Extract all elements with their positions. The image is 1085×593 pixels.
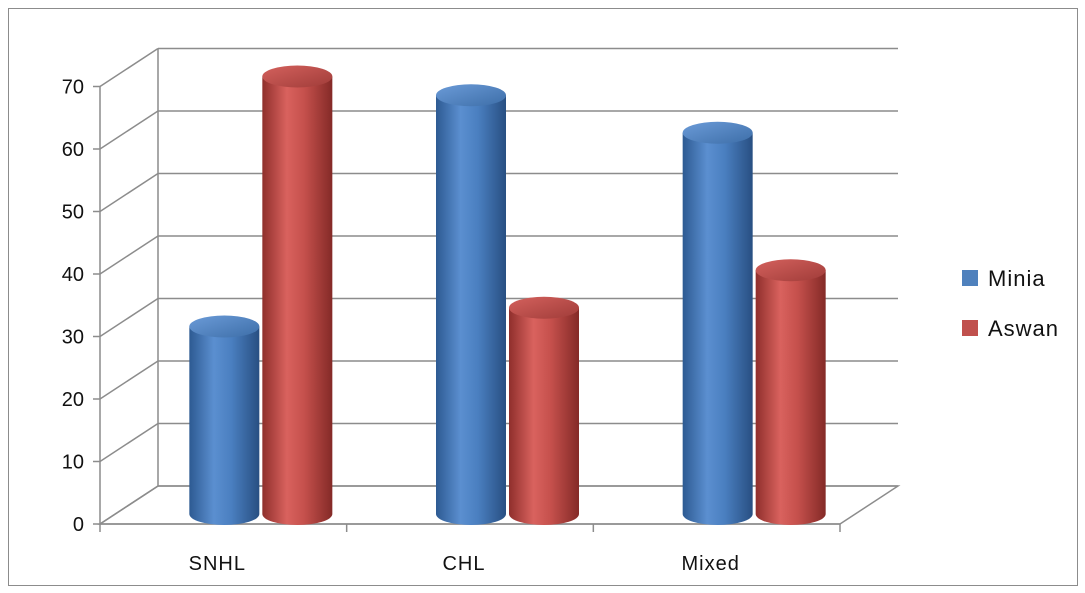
bar-aswan-mixed — [755, 259, 826, 526]
bar-body — [509, 307, 579, 525]
bar-body — [189, 326, 260, 526]
bar-cap — [755, 259, 826, 282]
bar-aswan-chl — [509, 296, 579, 525]
y-tick-label: 50 — [62, 202, 84, 224]
bar-cap — [509, 296, 579, 319]
legend-swatch-minia — [962, 270, 978, 286]
y-tick-label: 20 — [62, 389, 84, 411]
gridline-diagonal — [99, 485, 159, 525]
legend-swatch-aswan — [962, 320, 978, 336]
bar-body — [682, 132, 753, 526]
y-tick-label: 10 — [62, 452, 84, 474]
legend-label-minia: Minia — [988, 266, 1046, 291]
bar-minia-chl — [436, 84, 506, 525]
bar-body — [436, 95, 506, 525]
bar-cap — [682, 121, 753, 144]
gridline-diagonal — [99, 360, 159, 400]
x-tick-label: SNHL — [189, 553, 246, 575]
bar-minia-snhl — [189, 315, 260, 526]
y-tick-label: 60 — [62, 139, 84, 161]
y-tick-label: 0 — [73, 514, 84, 536]
gridline-diagonal — [99, 110, 159, 150]
gridline-diagonal — [99, 235, 159, 275]
y-tick-label: 30 — [62, 327, 84, 349]
legend-label-aswan: Aswan — [988, 316, 1059, 341]
bar-cap — [436, 84, 506, 107]
x-tick-label: CHL — [442, 553, 485, 575]
bar-minia-mixed — [682, 121, 753, 526]
gridline-diagonal — [99, 422, 159, 463]
bar-cap — [189, 315, 260, 338]
bar-body — [262, 76, 333, 526]
legend: Minia Aswan — [962, 266, 1059, 341]
axis-layer: 0 10 20 30 40 50 60 70 SNHL CHL Mixed — [62, 77, 841, 575]
y-tick-label: 70 — [62, 77, 84, 99]
bar-layer — [189, 65, 826, 526]
y-tick-label: 40 — [62, 264, 84, 286]
gridline-diagonal — [99, 172, 159, 213]
gridline-diagonal — [99, 47, 159, 88]
bar-cap — [262, 65, 333, 88]
bar-aswan-snhl — [262, 65, 333, 526]
x-tick-label: Mixed — [681, 553, 739, 575]
bar-body — [755, 270, 826, 526]
gridline-diagonal — [99, 297, 159, 338]
